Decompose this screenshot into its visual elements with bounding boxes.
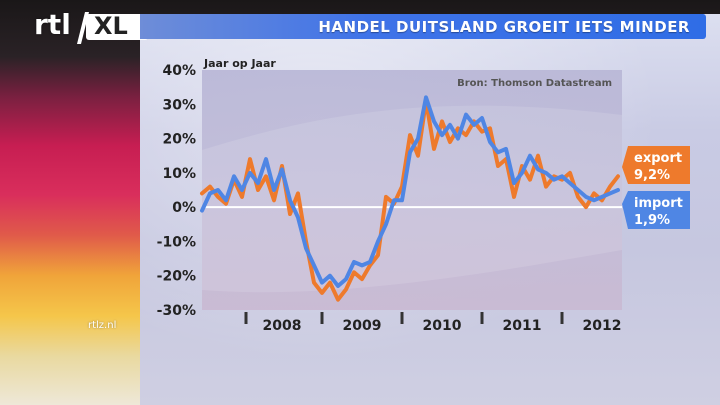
x-tick-label: 2010 <box>423 318 462 334</box>
series-line-export <box>200 98 620 302</box>
y-tick-label: 30% <box>162 97 196 113</box>
series-line-import <box>200 95 620 288</box>
x-tick-label: 2009 <box>343 318 382 334</box>
export-tag-name: export <box>634 151 682 166</box>
site-watermark: rtlz.nl <box>88 320 117 331</box>
y-axis-label: Jaar op Jaar <box>203 57 276 70</box>
y-tick-label: 10% <box>162 166 196 182</box>
export-tag: export 9,2% <box>622 146 690 184</box>
title-bar: HANDEL DUITSLAND GROEIT IETS MINDER <box>140 14 706 39</box>
y-tick-label: -30% <box>157 303 196 319</box>
import-tag-value: 1,9% <box>634 213 670 228</box>
export-tag-value: 9,2% <box>634 168 670 183</box>
y-tick-label: 20% <box>162 132 196 148</box>
x-axis: 2008 2009 2010 2011 2012 <box>244 312 622 334</box>
x-tick-label: 2012 <box>583 318 622 334</box>
y-tick-label: -10% <box>157 234 196 250</box>
y-axis: 40% 30% 20% 10% 0% -10% -20% -30% <box>157 63 196 319</box>
logo-rtl-text: rtl <box>34 8 71 41</box>
import-tag-name: import <box>634 196 683 211</box>
import-tag-background <box>622 191 690 229</box>
page-title: HANDEL DUITSLAND GROEIT IETS MINDER <box>318 18 690 36</box>
y-tick-label: -20% <box>157 269 196 285</box>
source-label: Bron: Thomson Datastream <box>457 78 612 89</box>
export-tag-background <box>622 146 690 184</box>
y-tick-label: 0% <box>172 200 196 216</box>
y-tick-label: 40% <box>162 63 196 79</box>
x-tick-label: 2011 <box>503 318 542 334</box>
import-tag: import 1,9% <box>622 191 690 229</box>
x-tick-label: 2008 <box>263 318 302 334</box>
logo-xl-badge: XL <box>86 12 148 40</box>
logo-xl-text: XL <box>94 12 128 40</box>
